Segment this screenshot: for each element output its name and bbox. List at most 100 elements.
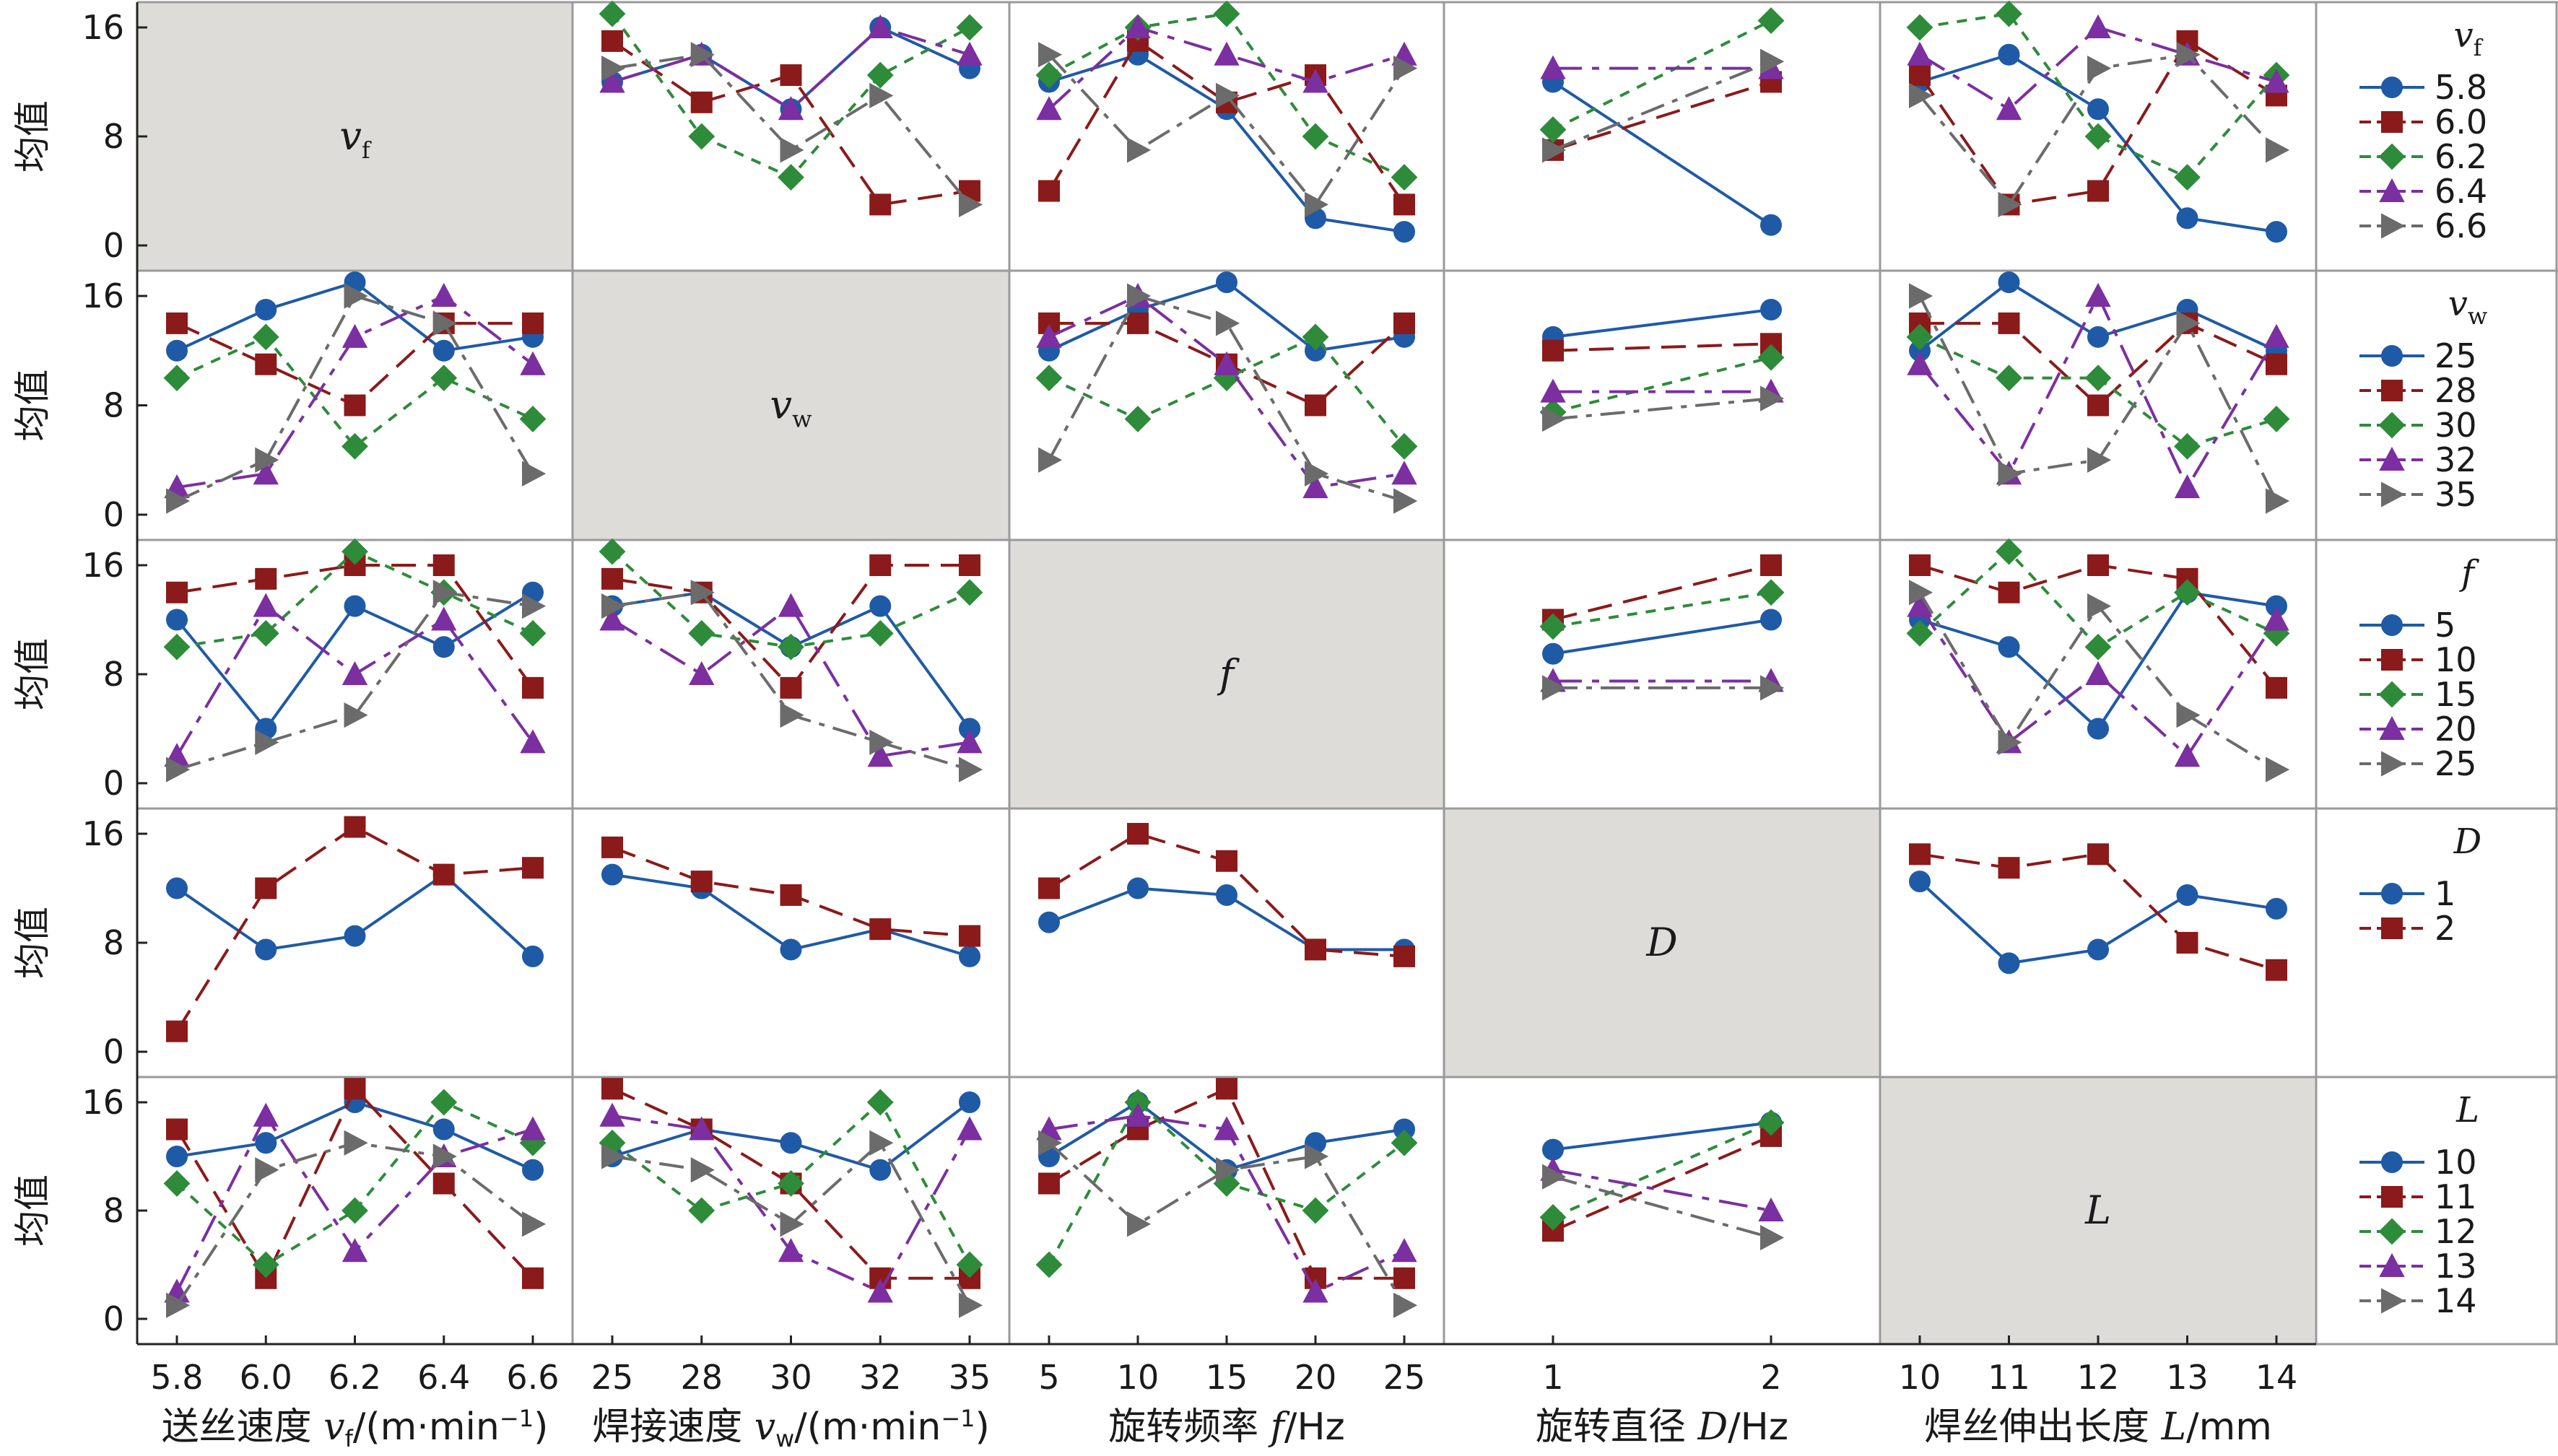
data-point [344, 816, 366, 838]
data-point [599, 606, 625, 631]
data-point [1757, 344, 1785, 371]
data-point [869, 595, 892, 617]
data-point [1909, 64, 1931, 87]
diagonal-factor-label: L [2084, 1187, 2111, 1233]
data-point [2263, 606, 2289, 631]
data-point [1998, 729, 2022, 756]
x-tick-label: 15 [1206, 1358, 1248, 1397]
data-point [430, 365, 458, 392]
data-point [780, 1132, 802, 1154]
data-point [2174, 432, 2201, 460]
data-point [690, 871, 713, 893]
legend-marker [2378, 411, 2406, 439]
data-point [2174, 743, 2201, 767]
data-point [1038, 42, 1063, 68]
data-point [1305, 191, 1329, 218]
data-point [1760, 554, 1782, 576]
interaction-panel [163, 271, 547, 514]
legend-label: 11 [2435, 1177, 2477, 1216]
x-tick-label: 6.0 [240, 1358, 292, 1397]
series-line [175, 1141, 534, 1307]
data-point [1542, 406, 1567, 432]
data-point [1036, 323, 1062, 348]
data-point [956, 1251, 983, 1278]
data-point [1035, 365, 1063, 392]
data-point [1035, 1251, 1063, 1278]
x-axis-label: 旋转直径 D/Hz [1536, 1405, 1788, 1449]
legend-label: 10 [2435, 640, 2477, 679]
data-point [255, 298, 277, 321]
data-point [432, 580, 457, 606]
legend-label: 6.2 [2435, 137, 2487, 176]
series-line [1552, 60, 1772, 152]
legend-marker [2381, 917, 2403, 939]
x-tick-label: 13 [2166, 1358, 2209, 1397]
data-point [2266, 488, 2290, 514]
data-point [253, 593, 279, 617]
x-tick-label: 30 [770, 1358, 812, 1397]
data-point [1760, 675, 1785, 701]
data-point [166, 312, 188, 334]
y-axis-label: 均值 [12, 907, 53, 979]
x-tick-label: 25 [1383, 1358, 1426, 1397]
y-tick-label: 16 [82, 1083, 124, 1122]
series-line [1552, 308, 1772, 339]
data-point [956, 579, 983, 606]
x-tick-label: 14 [2255, 1358, 2298, 1397]
data-point [255, 938, 277, 961]
data-point [522, 1211, 547, 1237]
series-line [1919, 335, 2277, 448]
data-point [959, 1091, 980, 1113]
data-point [1542, 1138, 1564, 1161]
data-point [432, 1143, 457, 1169]
data-point [601, 1078, 623, 1100]
data-point [1542, 1164, 1567, 1190]
data-point [1906, 14, 1933, 41]
series-line [176, 590, 534, 772]
data-point [255, 877, 277, 899]
data-point [1998, 312, 2020, 334]
data-point [2087, 180, 2109, 202]
data-point [959, 757, 983, 783]
legend-marker [2381, 213, 2406, 239]
data-point [432, 310, 457, 336]
data-point [1125, 14, 1151, 38]
data-point [522, 461, 547, 487]
data-point [1540, 378, 1566, 403]
y-tick-label: 8 [103, 1191, 124, 1230]
series-line [176, 294, 534, 502]
data-point [252, 619, 279, 647]
data-point [869, 193, 892, 216]
legend-marker [2379, 715, 2405, 740]
legend-marker [2379, 178, 2405, 202]
legend-marker [2381, 380, 2403, 401]
data-point [1038, 877, 1060, 899]
data-point [2174, 164, 2201, 191]
y-tick-label: 8 [103, 923, 124, 962]
series-line [175, 1100, 534, 1267]
data-point [2087, 447, 2112, 473]
data-point [344, 283, 368, 309]
data-point [432, 863, 455, 886]
data-point [1305, 461, 1329, 487]
legend-marker [2378, 143, 2406, 170]
interaction-panel [599, 538, 983, 783]
data-point [1216, 271, 1237, 294]
data-point [601, 567, 623, 590]
data-point [1542, 642, 1564, 665]
data-point [166, 1292, 191, 1318]
data-point [166, 609, 188, 631]
y-tick-label: 16 [82, 546, 124, 585]
data-point [780, 1211, 804, 1237]
legend: vf 5.86.06.26.46.6 [2359, 15, 2487, 245]
data-point [255, 447, 279, 473]
data-point [1757, 1109, 1785, 1136]
data-point [688, 123, 715, 150]
data-point [1305, 1143, 1329, 1169]
diagonal-cell [1444, 808, 1880, 1077]
data-point [778, 593, 804, 617]
x-axis-label: 焊丝伸出长度 L/mm [1924, 1405, 2272, 1449]
legend-title: vf [2454, 15, 2484, 61]
data-point [1216, 1157, 1240, 1183]
